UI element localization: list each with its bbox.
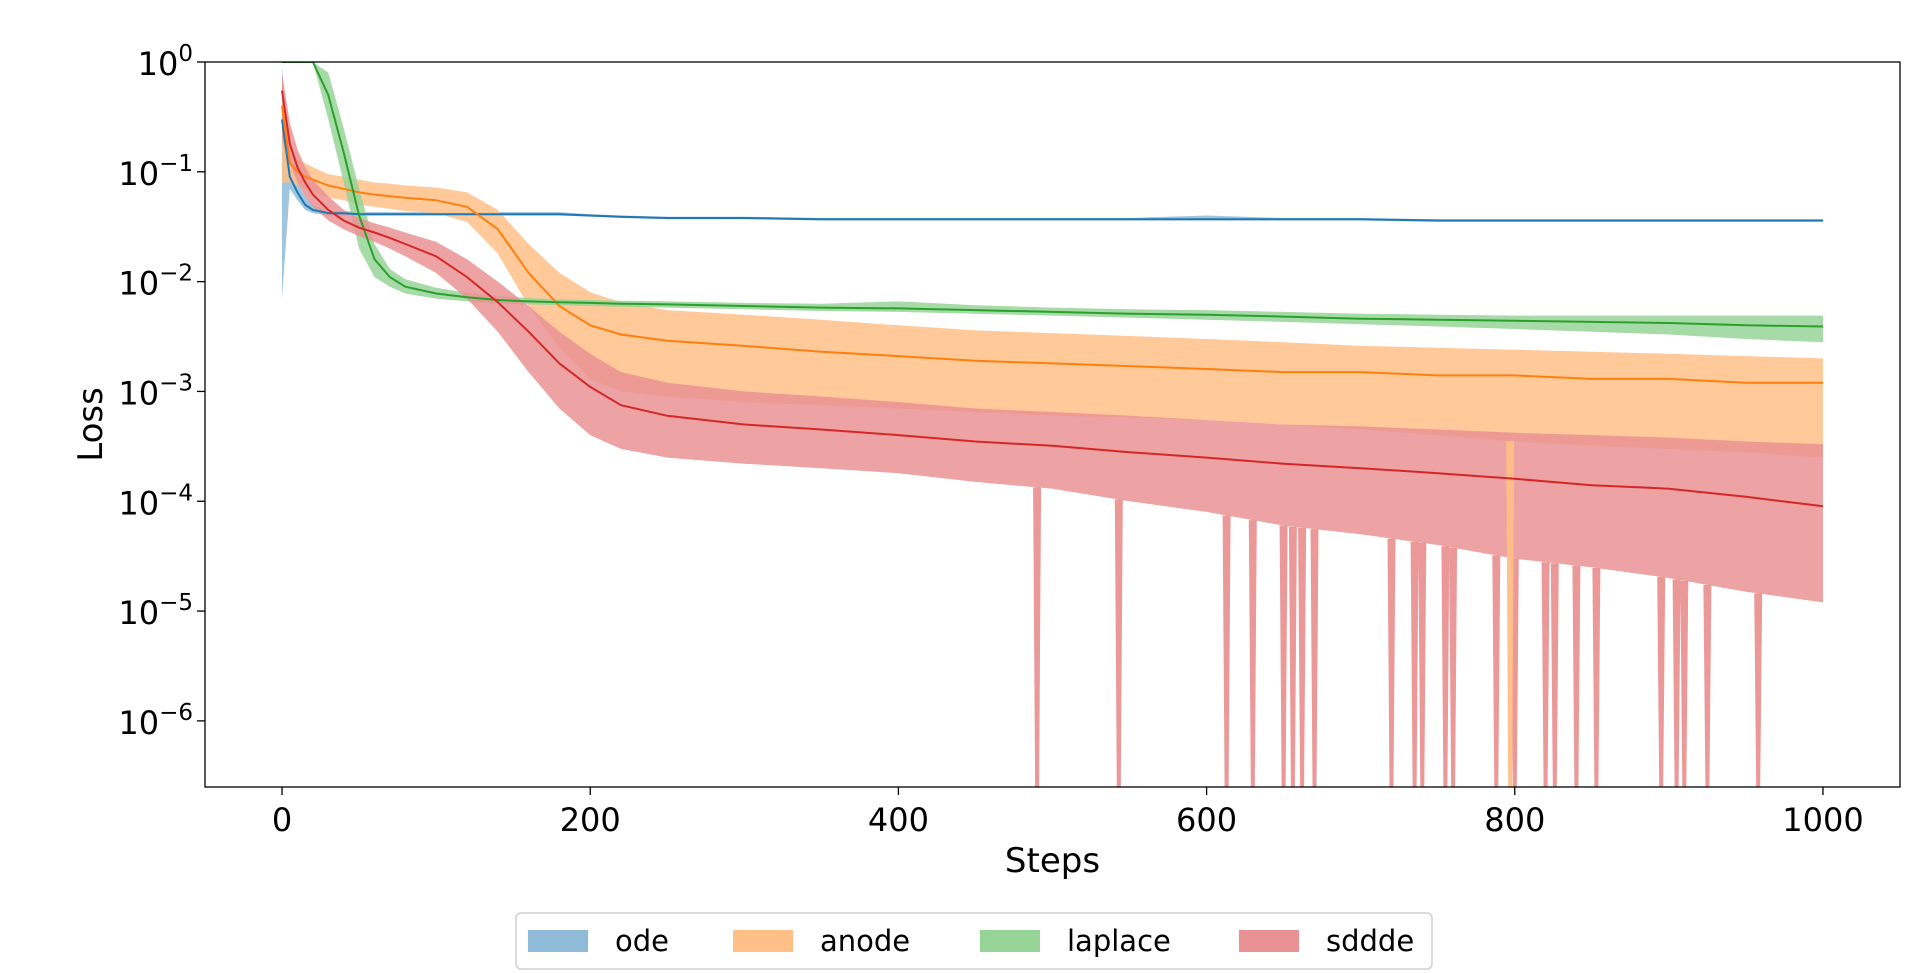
spike-sdde-7 (1310, 529, 1319, 787)
spike-sdde-5 (1288, 526, 1297, 787)
y-tick-label-6: 10−6 (118, 700, 193, 742)
x-tick-label-400: 400 (868, 801, 929, 839)
spike-sdde-15 (1541, 562, 1550, 787)
spike-sdde-0 (1033, 487, 1042, 787)
spike-sdde-23 (1754, 593, 1763, 787)
x-tick-label-0: 0 (272, 801, 292, 839)
line-laplace (282, 62, 1824, 328)
spike-anode-24 (1506, 441, 1515, 787)
y-axis-label: Loss (71, 387, 111, 462)
plot-frame (204, 61, 1901, 788)
line-anode (281, 105, 1823, 384)
spike-sdde-13 (1492, 555, 1501, 787)
x-tick-label-600: 600 (1176, 801, 1237, 839)
legend-swatch-anode (733, 930, 793, 952)
band-anode (282, 86, 1823, 458)
y-tick-label-5: 10−5 (118, 590, 193, 632)
x-tick-label-1000: 1000 (1782, 801, 1863, 839)
legend-swatch-ode (528, 930, 588, 952)
spike-sdde-21 (1680, 580, 1689, 787)
y-tick-label-1: 10−1 (118, 151, 193, 193)
spike-sdde-2 (1222, 515, 1231, 787)
spike-sdde-22 (1703, 584, 1712, 787)
bands-layer (282, 62, 1823, 787)
spike-sdde-4 (1279, 525, 1288, 787)
band-sdde (282, 72, 1823, 603)
spike-sdde-10 (1418, 542, 1427, 787)
y-tick-label-3: 10−3 (118, 370, 193, 412)
line-ode (281, 119, 1823, 222)
spike-sdde-1 (1114, 499, 1123, 787)
line-sdde (281, 90, 1824, 508)
x-tick-label-200: 200 (560, 801, 621, 839)
legend-label-anode: anode (820, 924, 910, 958)
legend-label-laplace: laplace (1067, 924, 1171, 958)
legend-label-sddde: sddde (1326, 924, 1414, 958)
spike-sdde-19 (1657, 576, 1666, 787)
ticks-layer: 0 200 400 600 800 1000 100 10−1 10−2 10−3 10−4 10−5… (118, 41, 1863, 839)
y-tick-label-4: 10−4 (118, 480, 193, 522)
legend-swatch-laplace (980, 930, 1040, 952)
spike-sdde-18 (1592, 568, 1601, 787)
spike-sdde-3 (1248, 520, 1257, 787)
y-tick-label-2: 10−2 (118, 261, 193, 303)
legend-label-ode: ode (615, 924, 669, 958)
legend-box (515, 912, 1433, 970)
lines-layer (281, 62, 1824, 508)
spike-sdde-16 (1550, 563, 1559, 787)
spike-sdde-20 (1672, 579, 1681, 787)
spike-sdde-17 (1572, 565, 1581, 787)
spike-sdde-8 (1387, 538, 1396, 787)
spike-sdde-9 (1410, 541, 1419, 787)
legend-swatch-sddde (1239, 930, 1299, 952)
spike-sdde-6 (1298, 527, 1307, 787)
x-axis-label: Steps (1005, 841, 1100, 881)
spike-sdde-12 (1449, 547, 1458, 787)
y-tick-label-0: 100 (138, 41, 193, 83)
spike-sdde-11 (1441, 546, 1450, 787)
x-tick-label-800: 800 (1484, 801, 1545, 839)
legend: ode anode laplace sddde (515, 912, 1433, 970)
